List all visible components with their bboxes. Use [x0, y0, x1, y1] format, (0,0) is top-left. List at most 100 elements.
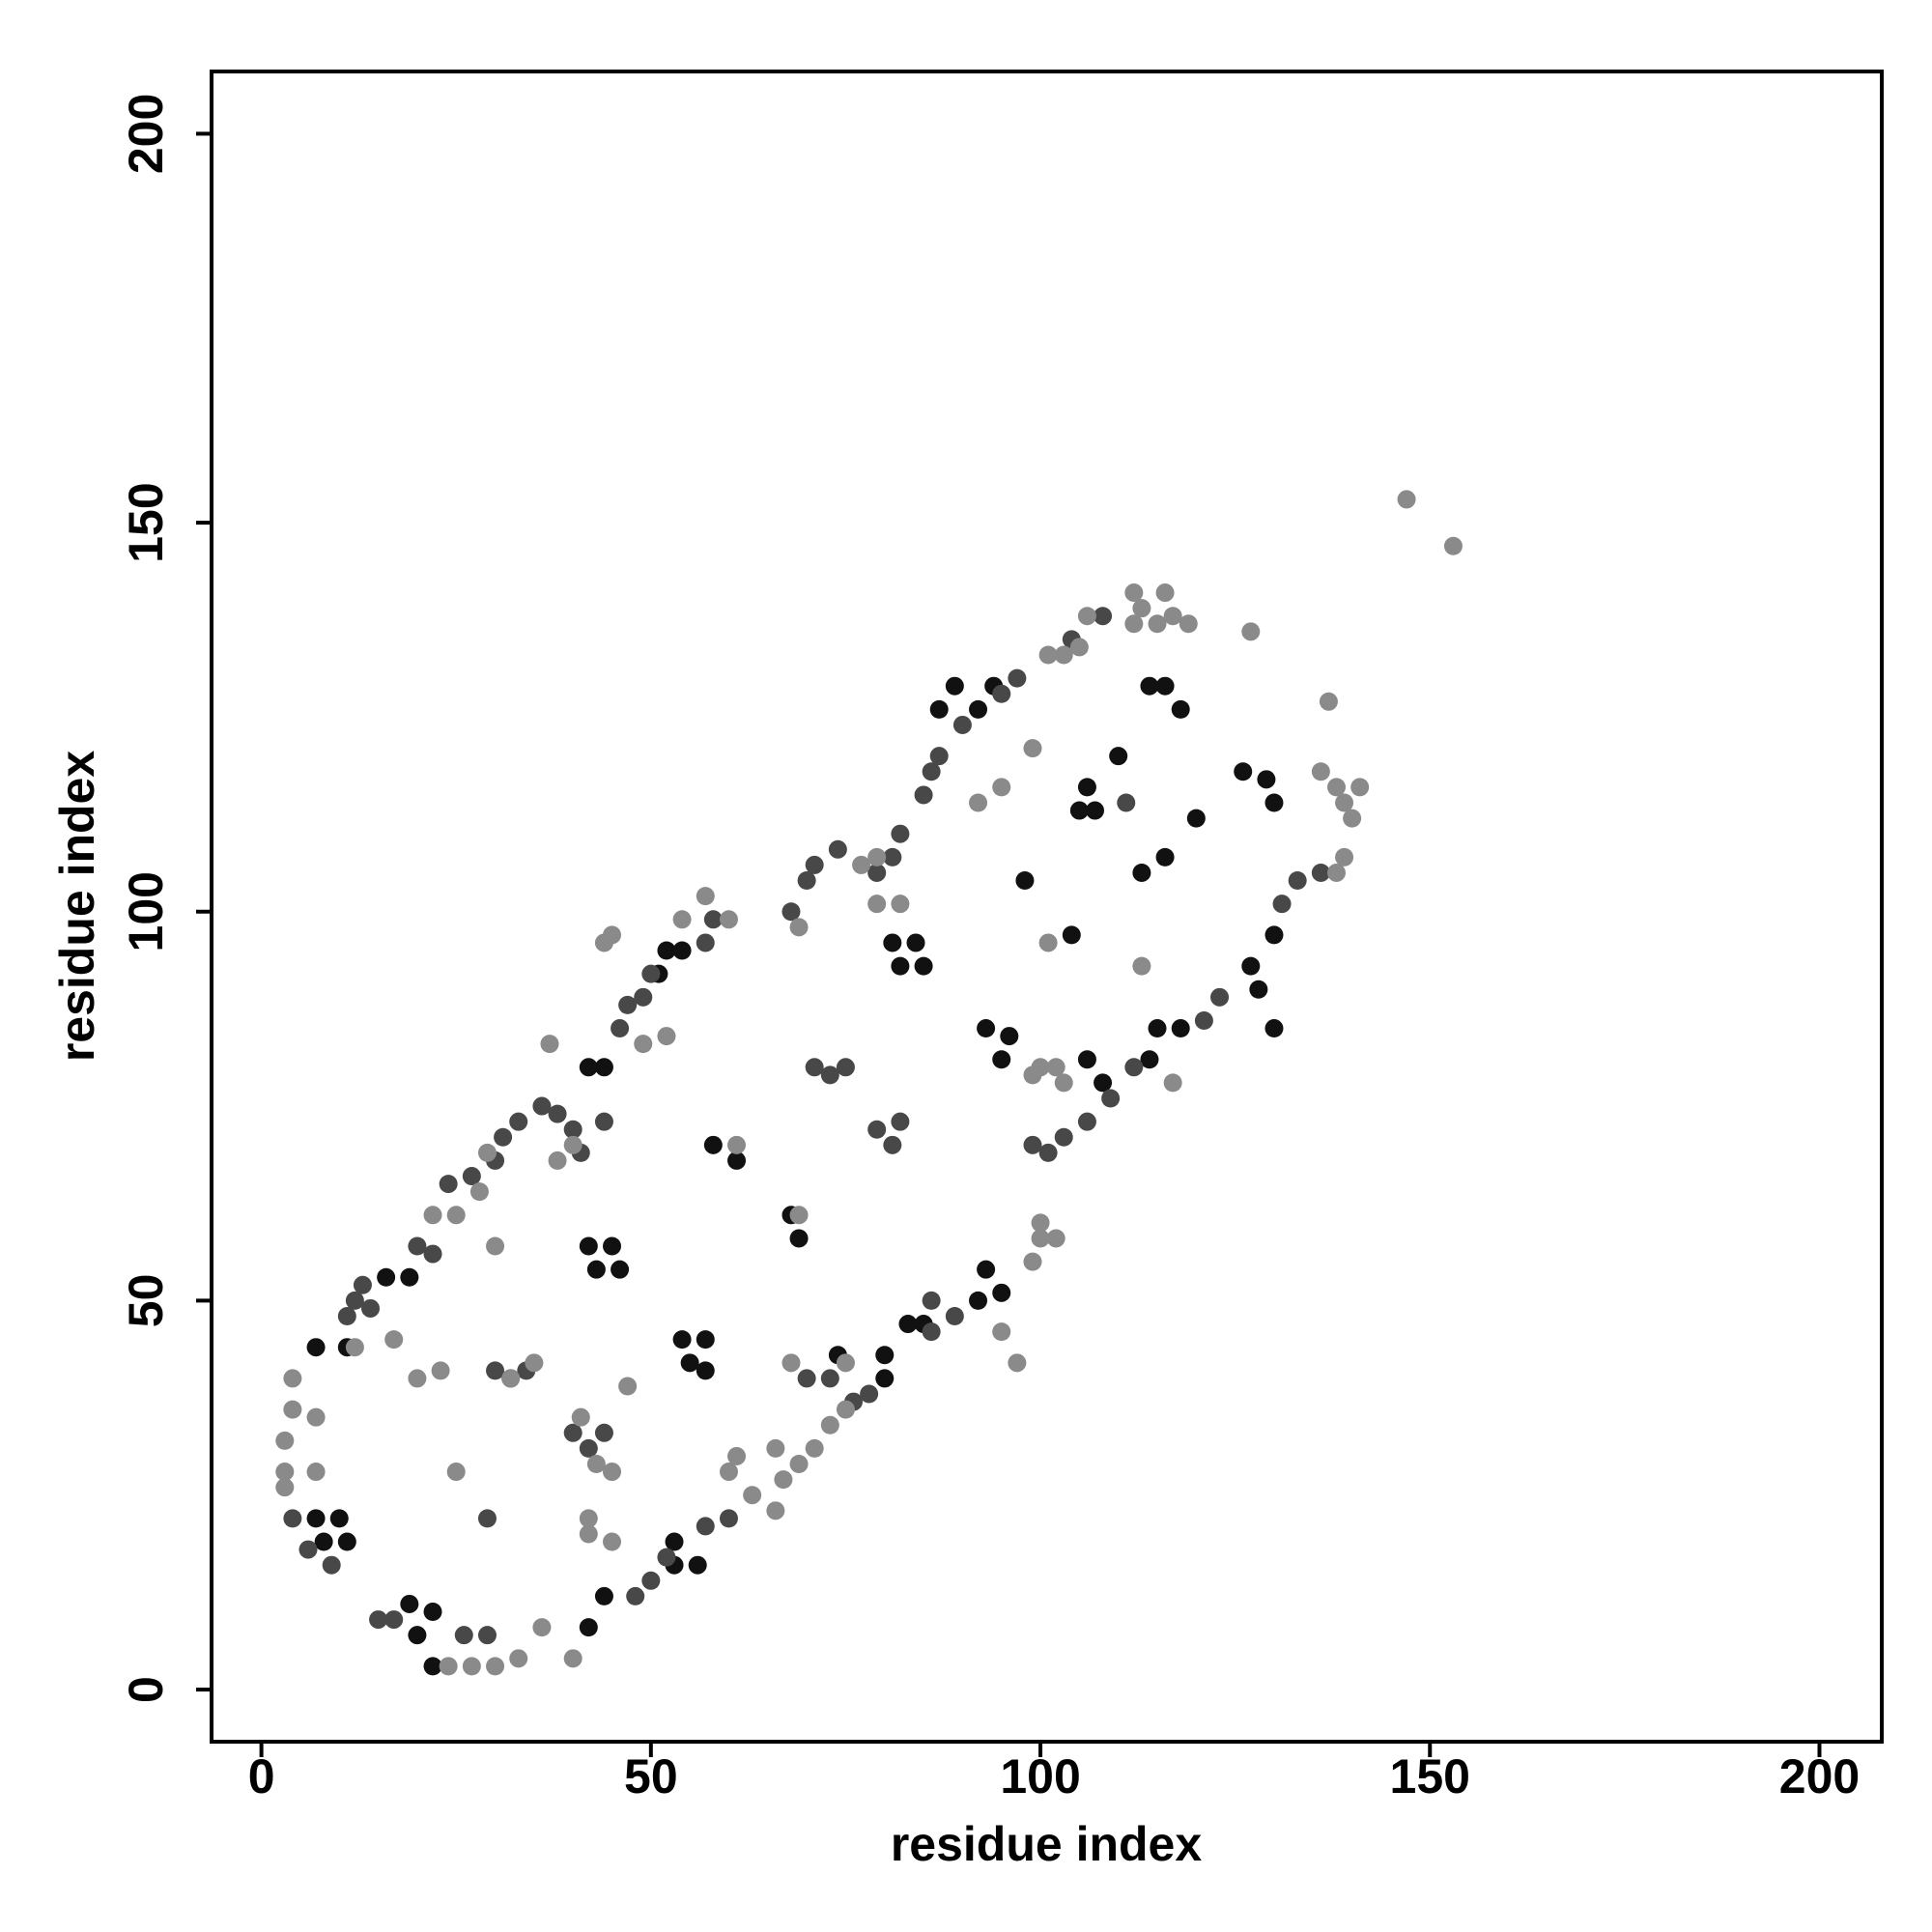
point — [1023, 739, 1042, 758]
point — [1054, 645, 1073, 665]
y-tick-label: 50 — [119, 1274, 173, 1328]
point — [1062, 925, 1081, 945]
point — [462, 1167, 481, 1186]
point — [586, 1455, 606, 1474]
point — [922, 762, 941, 781]
point — [672, 941, 692, 960]
point — [477, 1143, 497, 1162]
y-axis-label: residue index — [50, 751, 104, 1063]
point — [329, 1509, 349, 1528]
point — [603, 1236, 622, 1256]
point — [306, 1407, 326, 1427]
point — [969, 1291, 988, 1310]
point — [992, 1322, 1011, 1342]
point — [611, 1260, 630, 1279]
point — [727, 1135, 747, 1154]
point — [641, 964, 661, 983]
point — [696, 1330, 715, 1350]
point — [345, 1291, 364, 1310]
point — [1054, 1127, 1073, 1147]
point — [1008, 668, 1027, 688]
point — [922, 1291, 941, 1310]
point — [306, 1509, 326, 1528]
point — [657, 941, 676, 960]
point — [275, 1431, 295, 1450]
point — [579, 1524, 598, 1544]
point — [719, 910, 738, 929]
point — [306, 1338, 326, 1357]
point — [1186, 809, 1206, 828]
point — [1023, 1252, 1042, 1271]
point — [820, 1065, 839, 1085]
point — [400, 1594, 419, 1613]
point — [275, 1478, 295, 1497]
point — [298, 1540, 318, 1559]
point — [1140, 676, 1159, 696]
point — [377, 1267, 396, 1287]
point — [1069, 801, 1089, 820]
point — [532, 1618, 552, 1637]
point — [306, 1463, 326, 1482]
point — [1319, 692, 1338, 711]
point — [828, 839, 847, 859]
point — [1234, 762, 1253, 781]
point — [423, 1603, 442, 1622]
point — [1124, 583, 1144, 603]
point — [563, 1120, 582, 1139]
point — [867, 847, 887, 867]
point — [922, 1322, 941, 1342]
point — [477, 1626, 497, 1645]
point — [314, 1532, 333, 1551]
point — [1350, 778, 1370, 797]
point — [1155, 847, 1175, 867]
point — [1132, 956, 1151, 976]
point — [696, 887, 715, 906]
point — [423, 1657, 442, 1676]
point — [1257, 770, 1276, 789]
point — [1155, 583, 1175, 603]
point — [525, 1353, 544, 1373]
point — [462, 1657, 481, 1676]
point — [1171, 1019, 1190, 1038]
point — [1000, 1027, 1019, 1046]
point — [1264, 925, 1284, 945]
point — [883, 933, 902, 952]
point — [836, 1353, 855, 1373]
point — [1094, 1073, 1113, 1093]
point — [1311, 863, 1330, 882]
point — [469, 1182, 489, 1202]
point — [486, 1361, 505, 1380]
point — [1094, 607, 1113, 626]
y-tick-label: 200 — [119, 94, 173, 174]
point — [1077, 1112, 1096, 1131]
point — [1015, 871, 1035, 891]
point — [423, 1244, 442, 1264]
point — [688, 1555, 707, 1575]
point — [634, 1035, 653, 1054]
point — [579, 1236, 598, 1256]
point — [969, 699, 988, 719]
point — [820, 1369, 839, 1388]
point — [1109, 747, 1128, 766]
point — [1163, 1073, 1182, 1093]
point — [548, 1104, 567, 1123]
x-tick-label: 200 — [1779, 1749, 1860, 1804]
point — [439, 1657, 458, 1676]
point — [719, 1509, 738, 1528]
point — [891, 824, 910, 843]
point — [1038, 933, 1058, 952]
point — [805, 855, 824, 874]
point — [1008, 1353, 1027, 1373]
point — [1272, 895, 1292, 914]
point — [634, 987, 653, 1007]
point — [696, 933, 715, 952]
point — [431, 1361, 450, 1380]
point — [1023, 1065, 1042, 1085]
point — [1249, 980, 1268, 999]
point — [1077, 607, 1096, 626]
point — [1132, 863, 1151, 882]
point — [1124, 1058, 1144, 1077]
point — [408, 1236, 427, 1256]
point — [384, 1330, 404, 1350]
